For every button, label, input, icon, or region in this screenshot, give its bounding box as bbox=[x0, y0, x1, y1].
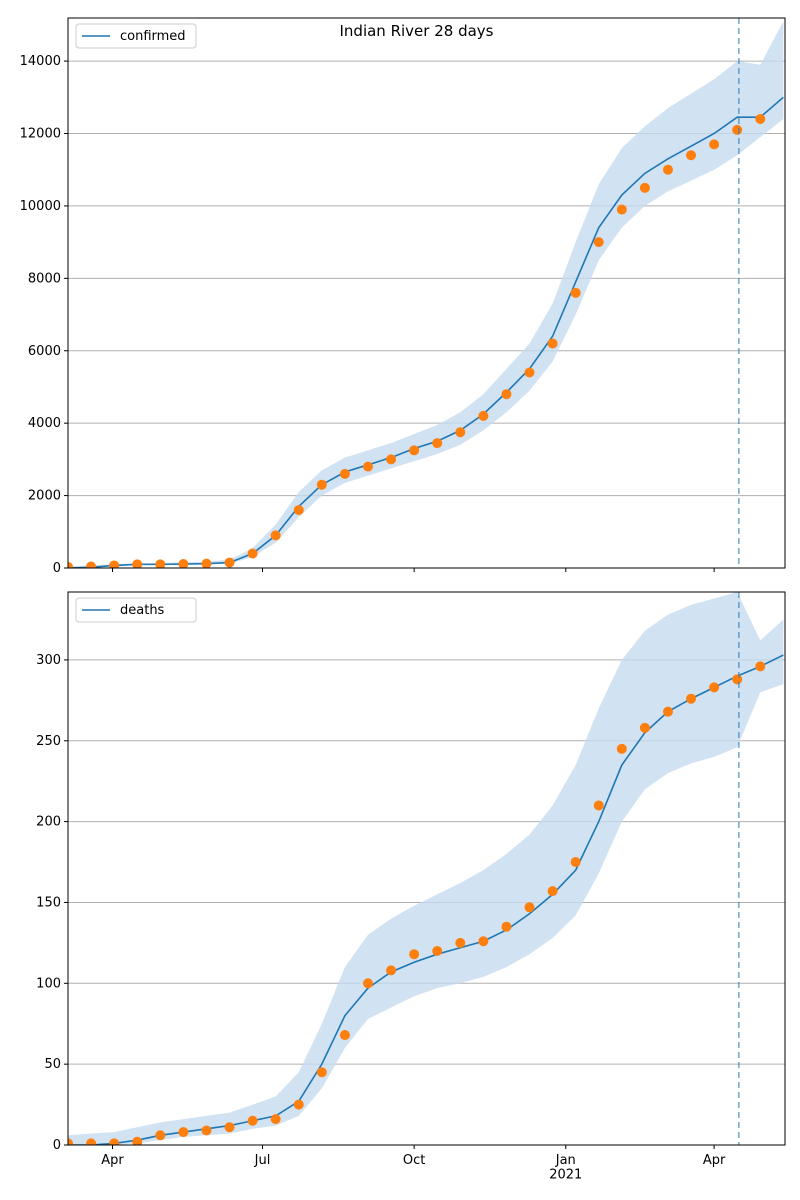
observed-point bbox=[362, 978, 373, 989]
observed-point bbox=[109, 1138, 120, 1145]
observed-point bbox=[386, 965, 397, 976]
observed-point bbox=[68, 1138, 73, 1145]
observed-point bbox=[501, 389, 512, 400]
observed-point bbox=[686, 693, 697, 704]
uncertainty-band bbox=[68, 592, 784, 1145]
observed-point bbox=[662, 164, 673, 175]
axes-frame bbox=[67, 591, 786, 1146]
observed-point bbox=[178, 559, 189, 568]
y-tick-label: 6000 bbox=[28, 343, 61, 358]
observed-point bbox=[409, 949, 420, 960]
observed-point bbox=[201, 1125, 212, 1136]
observed-point bbox=[178, 1127, 189, 1138]
observed-point bbox=[478, 936, 489, 947]
observed-point bbox=[570, 287, 581, 298]
y-tick-label: 14000 bbox=[20, 54, 61, 69]
y-tick-label: 12000 bbox=[20, 126, 61, 141]
observed-point bbox=[293, 1099, 304, 1110]
observed-point bbox=[455, 937, 466, 948]
observed-point bbox=[86, 561, 97, 568]
observed-point bbox=[132, 559, 143, 568]
observed-point bbox=[155, 1130, 166, 1141]
observed-point bbox=[547, 338, 558, 349]
observed-point bbox=[709, 682, 720, 693]
legend-label: deaths bbox=[120, 603, 165, 618]
observed-point bbox=[732, 674, 743, 685]
observed-point bbox=[224, 1122, 235, 1133]
y-tick-label: 200 bbox=[36, 814, 61, 829]
y-tick-label: 0 bbox=[53, 561, 61, 576]
observed-point bbox=[386, 454, 397, 465]
observed-point bbox=[501, 921, 512, 932]
x-tick-label: Apr bbox=[101, 1153, 124, 1168]
observed-point bbox=[616, 743, 627, 754]
observed-point bbox=[616, 204, 627, 215]
observed-point bbox=[593, 237, 604, 248]
observed-point bbox=[686, 150, 697, 161]
observed-point bbox=[639, 182, 650, 193]
y-tick-label: 4000 bbox=[28, 416, 61, 431]
observed-point bbox=[755, 114, 766, 125]
observed-point bbox=[709, 139, 720, 150]
observed-point bbox=[109, 560, 120, 568]
y-tick-label: 250 bbox=[36, 733, 61, 748]
observed-point bbox=[570, 857, 581, 868]
observed-point bbox=[155, 559, 166, 568]
observed-point bbox=[270, 1114, 281, 1125]
observed-point bbox=[68, 561, 73, 568]
observed-point bbox=[409, 445, 420, 456]
observed-point bbox=[201, 558, 212, 568]
y-tick-label: 0 bbox=[53, 1138, 61, 1153]
y-tick-label: 10000 bbox=[20, 198, 61, 213]
observed-point bbox=[524, 367, 535, 378]
observed-point bbox=[224, 557, 235, 568]
plot-area bbox=[68, 592, 784, 1145]
x-tick-label: Apr bbox=[703, 1153, 726, 1168]
observed-point bbox=[639, 722, 650, 733]
legend-box bbox=[75, 597, 197, 623]
observed-point bbox=[247, 548, 258, 559]
x-tick-label: Jan 2021 bbox=[549, 1153, 582, 1182]
observed-point bbox=[732, 124, 743, 135]
observed-point bbox=[593, 800, 604, 811]
observed-point bbox=[362, 461, 373, 472]
observed-point bbox=[547, 886, 558, 897]
x-tick-label: Oct bbox=[403, 1153, 425, 1168]
observed-point bbox=[662, 706, 673, 717]
axes-frame bbox=[67, 17, 786, 569]
y-tick-label: 8000 bbox=[28, 271, 61, 286]
observed-point bbox=[316, 1067, 327, 1078]
observed-point bbox=[755, 661, 766, 672]
observed-point bbox=[478, 410, 489, 421]
x-tick-label: Jul bbox=[254, 1153, 271, 1168]
observed-point bbox=[270, 530, 281, 541]
observed-point bbox=[86, 1138, 97, 1145]
observed-point bbox=[524, 902, 535, 913]
legend-box bbox=[75, 23, 197, 49]
y-tick-label: 100 bbox=[36, 976, 61, 991]
observed-point bbox=[432, 438, 443, 449]
plot-area bbox=[68, 21, 784, 568]
chart-title: Indian River 28 days bbox=[340, 22, 494, 40]
legend-label: confirmed bbox=[120, 29, 186, 44]
y-tick-label: 50 bbox=[44, 1057, 61, 1072]
y-tick-label: 2000 bbox=[28, 488, 61, 503]
observed-point bbox=[339, 468, 350, 479]
y-tick-label: 150 bbox=[36, 895, 61, 910]
uncertainty-band bbox=[68, 21, 784, 568]
observed-point bbox=[293, 505, 304, 516]
observed-point bbox=[455, 427, 466, 438]
observed-point bbox=[432, 945, 443, 956]
observed-point bbox=[316, 479, 327, 490]
observed-point bbox=[339, 1030, 350, 1041]
observed-point bbox=[132, 1136, 143, 1145]
y-tick-label: 300 bbox=[36, 652, 61, 667]
observed-point bbox=[247, 1115, 258, 1126]
